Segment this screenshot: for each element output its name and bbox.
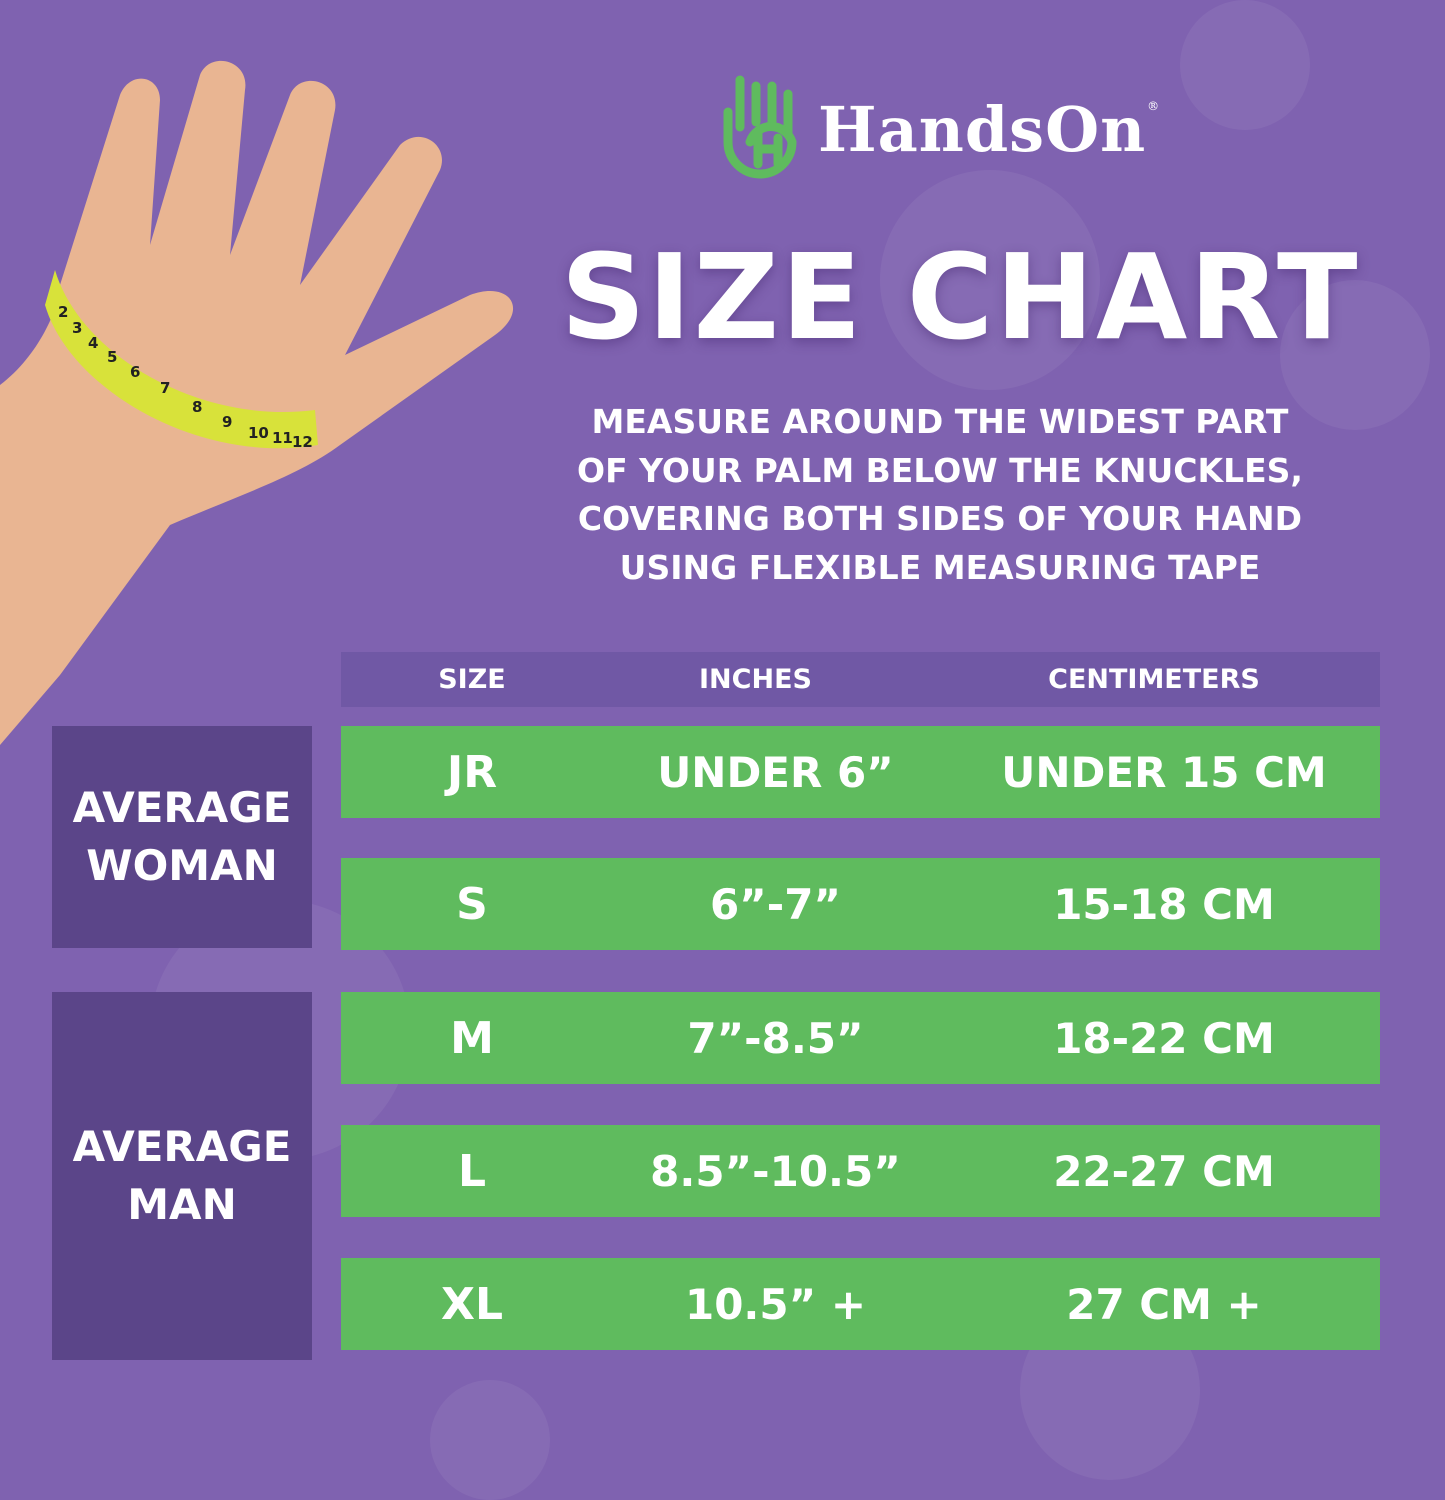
table-row: L 8.5”-10.5” 22-27 CM [341,1125,1380,1217]
header-centimeters: CENTIMETERS [1048,664,1260,695]
table-row: S 6”-7” 15-18 CM [341,858,1380,950]
svg-text:2: 2 [58,303,68,321]
table-row: JR UNDER 6” UNDER 15 CM [341,726,1380,818]
measuring-instructions: MEASURE AROUND THE WIDEST PART OF YOUR PA… [577,402,1303,587]
svg-text:6: 6 [130,363,140,381]
svg-text:3: 3 [72,319,82,337]
table-row: M 7”-8.5” 18-22 CM [341,992,1380,1084]
svg-text:9: 9 [222,413,232,431]
brand-name: HandsOn ® [818,93,1161,166]
group-average-woman: AVERAGE WOMAN [52,726,312,948]
table-row: XL 10.5” +27 CM + [341,1258,1380,1350]
svg-text:10: 10 [248,424,269,442]
svg-text:5: 5 [107,348,117,366]
svg-text:12: 12 [292,433,313,451]
svg-text:11: 11 [272,429,293,447]
header-size: SIZE [438,664,506,695]
measuring-tape [45,270,318,449]
svg-text:4: 4 [88,334,98,352]
svg-text:8: 8 [192,398,202,416]
group-average-man: AVERAGE MAN [52,992,312,1360]
hand-with-measuring-tape: 2 3 4 5 6 7 8 9 10 11 12 [0,60,514,746]
header-inches: INCHES [699,664,812,695]
hand-logo-icon [723,75,797,179]
hand-shape [0,60,514,746]
svg-text:7: 7 [160,379,170,397]
table-header: SIZE INCHES CENTIMETERS [341,652,1380,707]
brand-logo: HandsOn ® [720,72,1161,187]
page-title: SIZE CHART [560,228,1360,366]
